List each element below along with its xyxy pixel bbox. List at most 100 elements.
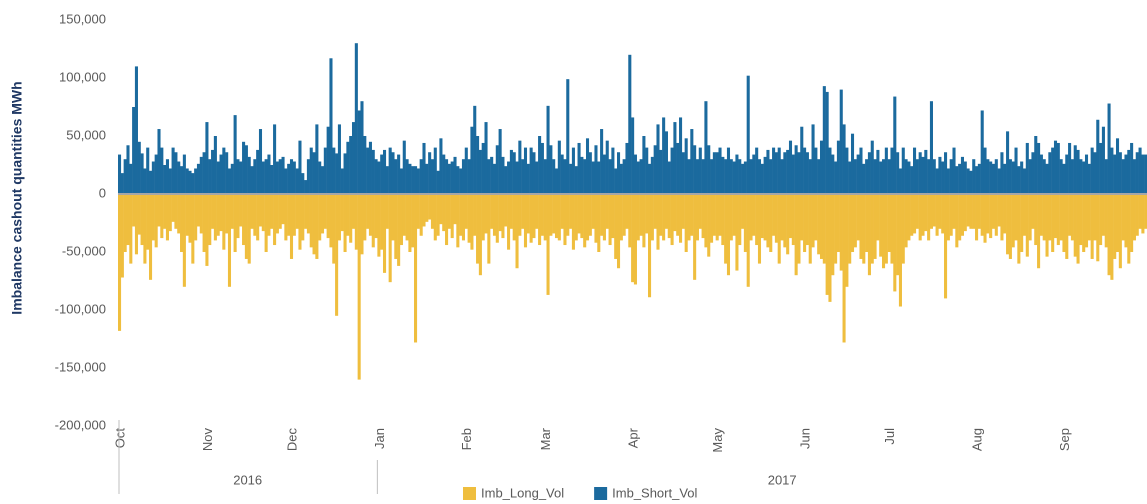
bar <box>670 194 674 246</box>
bar <box>746 75 750 194</box>
bar <box>1031 152 1035 194</box>
bar <box>490 156 494 194</box>
bar <box>791 154 795 194</box>
bar <box>239 194 243 227</box>
bar <box>194 168 198 194</box>
bar <box>515 194 519 269</box>
bar <box>797 152 801 194</box>
bar <box>250 166 254 194</box>
bar <box>760 194 764 239</box>
bar <box>323 194 327 229</box>
bar <box>194 194 198 241</box>
bar <box>743 194 747 252</box>
bar <box>1141 194 1145 234</box>
bar <box>349 194 353 243</box>
bar <box>648 194 652 298</box>
bar <box>650 156 654 194</box>
bar <box>873 159 877 194</box>
bar <box>788 194 793 239</box>
bar <box>408 194 412 252</box>
bar <box>828 147 832 194</box>
bar <box>501 156 505 194</box>
bar <box>1017 194 1021 264</box>
bar <box>1008 159 1012 194</box>
bar <box>554 194 559 239</box>
bar <box>616 194 621 269</box>
bar <box>910 166 914 194</box>
bar <box>907 194 911 241</box>
bar <box>213 194 217 241</box>
bar <box>755 147 759 194</box>
bar <box>887 159 891 194</box>
bar <box>808 194 812 264</box>
bar <box>715 194 719 241</box>
bar <box>741 194 745 229</box>
bar <box>670 147 674 194</box>
bar <box>557 194 561 241</box>
bar <box>377 194 381 257</box>
bar <box>433 147 437 194</box>
bar <box>557 140 561 194</box>
x-tick-label: Sep <box>1057 428 1072 451</box>
bar <box>118 194 122 331</box>
bar <box>174 152 178 194</box>
bar <box>484 194 488 234</box>
bar <box>157 129 161 194</box>
bar <box>898 168 902 194</box>
bar <box>354 194 358 250</box>
bar <box>608 194 612 246</box>
bar <box>628 194 632 248</box>
bar <box>583 194 587 248</box>
bar <box>202 194 206 252</box>
bar <box>473 194 477 236</box>
bar <box>442 194 446 232</box>
bar <box>687 159 691 194</box>
bar <box>569 163 573 194</box>
bar <box>684 194 688 252</box>
bar <box>383 194 387 273</box>
bar <box>836 140 840 194</box>
bar <box>478 194 482 276</box>
bar <box>1059 159 1063 194</box>
bar <box>1096 119 1100 194</box>
bar <box>1127 194 1131 264</box>
bar <box>1124 154 1128 194</box>
bar <box>805 194 809 246</box>
bar <box>188 170 192 194</box>
bar <box>817 159 821 194</box>
bar <box>470 194 474 250</box>
bar <box>1118 152 1122 194</box>
bar <box>859 147 863 194</box>
bar <box>924 149 928 194</box>
bar <box>498 129 502 194</box>
bar <box>1130 142 1134 194</box>
bar <box>955 194 959 248</box>
bar <box>650 194 654 241</box>
bar <box>1113 194 1117 259</box>
bar <box>571 147 575 194</box>
bar <box>422 194 426 227</box>
bar <box>991 163 996 194</box>
bar <box>777 147 781 194</box>
bar <box>391 194 395 241</box>
bar <box>622 194 626 236</box>
bar <box>831 154 835 194</box>
bar <box>591 194 595 229</box>
bar <box>679 194 683 243</box>
bar <box>487 159 491 194</box>
bar <box>487 194 491 264</box>
bar <box>707 145 711 194</box>
bar <box>363 136 367 194</box>
bar <box>411 194 415 248</box>
bar <box>591 161 595 194</box>
bar <box>625 142 629 194</box>
bar <box>664 194 668 229</box>
bar <box>850 133 855 194</box>
bar <box>944 194 948 299</box>
bar <box>977 194 981 229</box>
bar <box>673 194 677 232</box>
bar <box>318 161 322 194</box>
bar <box>495 194 499 243</box>
bar <box>357 110 361 194</box>
bar <box>160 194 164 239</box>
